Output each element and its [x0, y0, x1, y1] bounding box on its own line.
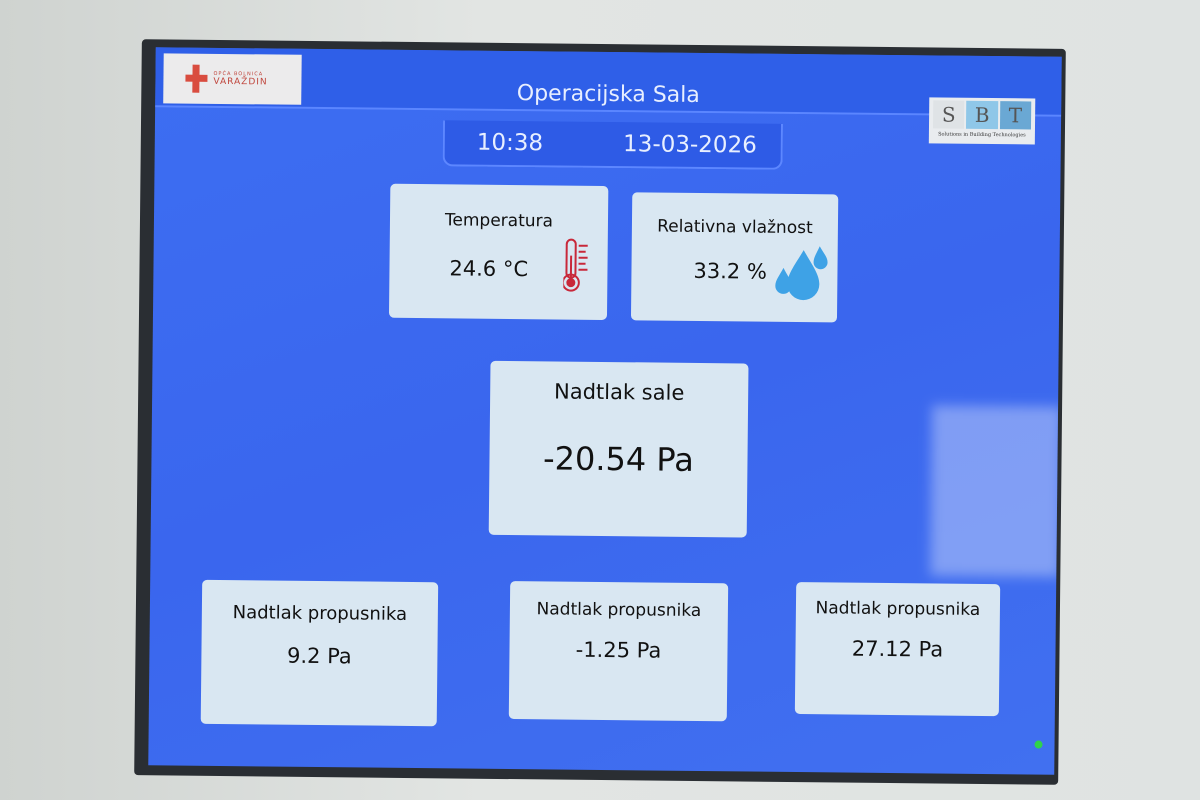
humidity-value: 33.2 % — [693, 258, 767, 284]
sbt-tagline: Solutions in Building Technologies — [938, 131, 1026, 139]
sbt-letter: S — [932, 100, 965, 129]
water-drops-icon — [775, 246, 828, 301]
temperature-label: Temperatura — [444, 210, 554, 232]
airlock-value: 9.2 Pa — [286, 643, 352, 669]
temperature-value: 24.6 °C — [449, 256, 529, 282]
temperature-card: Temperatura 24.6 °C — [388, 183, 609, 321]
airlock-pressure-card-3: Nadtlak propusnika 27.12 Pa — [794, 582, 1001, 717]
page-title: Operacijska Sala — [516, 81, 700, 108]
room-pressure-card: Nadtlak sale -20.54 Pa — [488, 360, 749, 538]
datetime-bar: 10:38 13-03-2026 — [442, 120, 784, 170]
status-led — [1034, 740, 1043, 749]
airlock-label: Nadtlak propusnika — [232, 602, 408, 625]
date: 13-03-2026 — [622, 131, 757, 159]
room-pressure-label: Nadtlak sale — [553, 379, 685, 405]
header-bar: OPĆA BOLNICA VARAŽDIN Operacijska Sala — [155, 47, 1062, 117]
room-pressure-value: -20.54 Pa — [542, 439, 695, 479]
sbt-letter: B — [966, 100, 998, 130]
hmi-screen: OPĆA BOLNICA VARAŽDIN Operacijska Sala S… — [148, 47, 1062, 775]
screen-glare — [930, 405, 1062, 577]
clock-time: 10:38 — [476, 129, 544, 157]
airlock-pressure-card-2: Nadtlak propusnika -1.25 Pa — [508, 581, 729, 722]
airlock-value: 27.12 Pa — [851, 636, 944, 662]
sbt-logo: S B T Solutions in Building Technologies — [928, 97, 1036, 145]
humidity-card: Relativna vlažnost 33.2 % — [630, 192, 839, 323]
sbt-letter: T — [999, 101, 1032, 130]
airlock-label: Nadtlak propusnika — [815, 598, 981, 620]
airlock-value: -1.25 Pa — [575, 637, 662, 663]
thermometer-icon — [563, 238, 588, 292]
airlock-pressure-card-1: Nadtlak propusnika 9.2 Pa — [200, 579, 439, 727]
humidity-label: Relativna vlažnost — [657, 216, 813, 239]
airlock-label: Nadtlak propusnika — [536, 599, 702, 622]
